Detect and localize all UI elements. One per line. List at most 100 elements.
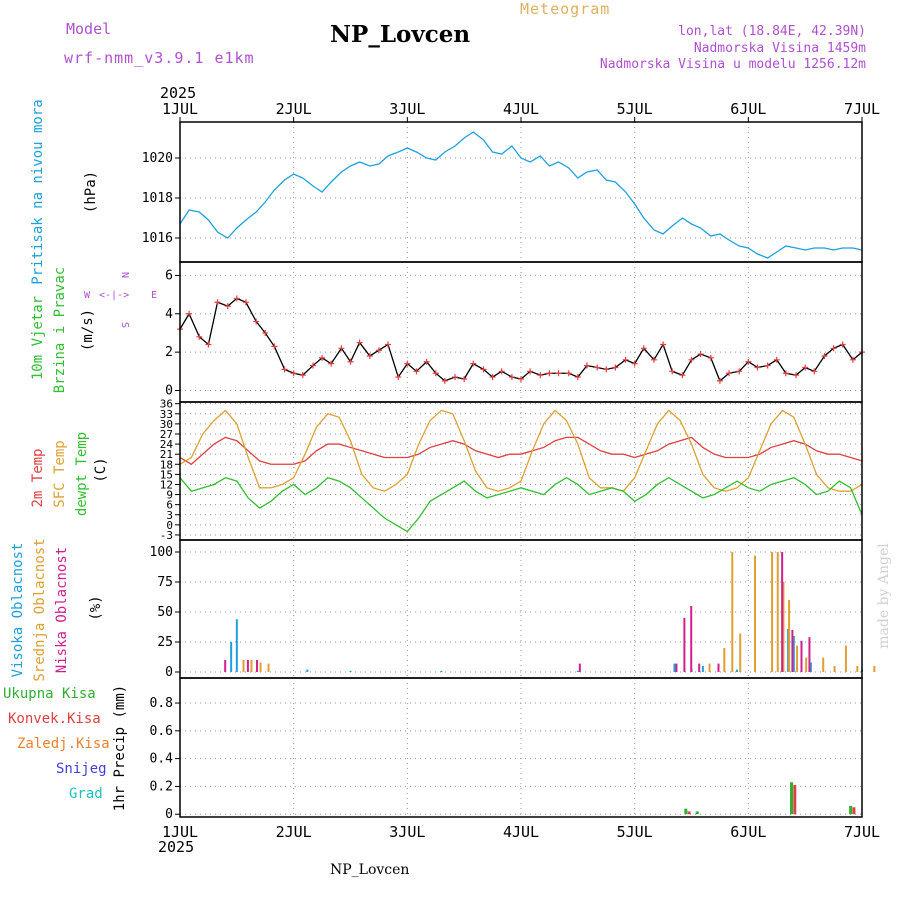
model-name: wrf-nmm_v3.9.1 e1km (64, 49, 255, 67)
y-tick-label: 12 (160, 478, 173, 491)
bar-srednja-oblacnost (739, 633, 742, 672)
bar-niska-oblacnost (224, 660, 227, 672)
wind-speed-point (214, 299, 221, 306)
bar-ukupna-kisa (684, 808, 688, 815)
y-tick-label: 50 (157, 605, 173, 620)
bar-visoka-oblacnost (306, 669, 309, 672)
wind-speed-point (839, 341, 846, 348)
y-tick-label: 0.6 (150, 724, 173, 739)
bar-srednja-oblacnost (788, 600, 791, 672)
wind-speed-point (356, 339, 363, 346)
x-tick-label-top: 6JUL (730, 100, 766, 118)
wind-speed-point (640, 345, 647, 352)
unit-cloud: (%) (88, 595, 104, 620)
wind-speed-point (802, 364, 809, 371)
y-tick-label: 24 (160, 438, 174, 451)
compass-arrows: <-|-> (99, 290, 129, 301)
y-tick-label: 30 (160, 418, 173, 431)
bar-srednja-oblacnost (250, 660, 253, 672)
bar-visoka-oblacnost (792, 636, 795, 672)
y-tick-label: 3 (166, 509, 173, 522)
bar-srednja-oblacnost (776, 552, 779, 672)
ylabel-dewpt-temp: dewpt Temp (74, 432, 90, 516)
wind-speed-point (366, 352, 373, 359)
wind-speed-point (196, 333, 203, 340)
ylabel-pressure: Pritisak na nivou mora (30, 99, 46, 284)
bar-srednja-oblacnost (771, 552, 774, 672)
wind-speed-point (679, 372, 686, 379)
bar-srednja-oblacnost (723, 648, 726, 672)
wind-speed-point (793, 372, 800, 379)
wind-speed-point (271, 343, 278, 350)
wind-speed-point (480, 366, 487, 373)
model-label: Model (66, 20, 112, 38)
bar-visoka-oblacnost (701, 666, 704, 672)
ylabel-2m-temp: 2m Temp (30, 448, 46, 507)
bar-visoka-oblacnost (673, 663, 676, 672)
compass-north: N (119, 272, 130, 278)
bar-visoka-oblacnost (235, 619, 238, 672)
unit-temp: (C) (93, 457, 109, 482)
footer-station: NP_Lovcen (330, 862, 410, 878)
wind-speed-point (650, 356, 657, 363)
wind-speed-point (338, 345, 345, 352)
bar-ukupna-kisa (790, 782, 794, 815)
series-line-pritisak-na-nivou-mora (179, 131, 863, 259)
bar-konvek-kisa (852, 807, 856, 815)
x-tick-label-top: 1JUL (162, 100, 198, 118)
wind-speed-point (603, 366, 610, 373)
y-tick-label: 0 (165, 807, 173, 822)
wind-speed-point (594, 364, 601, 371)
wind-speed-point (309, 362, 316, 369)
series-line-brzina (179, 297, 863, 382)
y-tick-label: 25 (157, 635, 173, 650)
x-tick-label-top: 5JUL (617, 100, 653, 118)
y-tick-label: 1020 (142, 151, 173, 166)
wind-speed-point (470, 360, 477, 367)
bar-ukupna-kisa (695, 811, 699, 815)
wind-speed-point (404, 360, 411, 367)
wind-speed-point (489, 374, 496, 381)
bar-niska-oblacnost (698, 663, 701, 672)
panel-frame-precip (179, 677, 863, 818)
y-tick-label: 9 (166, 489, 173, 502)
bar-niska-oblacnost (246, 660, 249, 672)
x-tick-label-top: 4JUL (503, 100, 539, 118)
bar-srednja-oblacnost (796, 645, 799, 672)
wind-speed-point (413, 368, 420, 375)
bar-srednja-oblacnost (822, 657, 825, 672)
wind-speed-point (328, 360, 335, 367)
wind-speed-point (186, 310, 193, 317)
bar-visoka-oblacnost (349, 670, 352, 672)
ylabel-sfc-temp: SFC Temp (52, 440, 68, 507)
x-tick-label-top: 2JUL (276, 100, 312, 118)
wind-speed-point (518, 375, 524, 382)
wind-speed-point (461, 375, 468, 382)
wind-speed-point (385, 341, 392, 348)
y-tick-label: 0 (165, 665, 173, 680)
ylabel-high-cloud: Visoka Oblacnost (10, 543, 26, 678)
wind-speed-point (622, 356, 629, 363)
wind-speed-point (423, 358, 430, 365)
y-tick-label: 6 (165, 268, 173, 283)
bar-konvek-kisa (687, 811, 691, 815)
x-tick-label-bottom: 5JUL (617, 823, 653, 841)
y-tick-label: 18 (160, 458, 173, 471)
wind-speed-point (527, 368, 534, 375)
wind-speed-point (319, 354, 326, 361)
y-tick-label: 0.8 (150, 696, 173, 711)
bar-visoka-oblacnost (230, 642, 233, 672)
legend-frozen-rain: Zaledj.Kisa (17, 736, 110, 752)
x-tick-label-top: 7JUL (844, 100, 880, 118)
bar-srednja-oblacnost (833, 666, 836, 672)
ylabel-low-cloud: Niska Oblacnost (54, 547, 70, 673)
wind-speed-point (821, 352, 828, 359)
y-tick-label: 100 (150, 545, 173, 560)
y-tick-label: 36 (160, 398, 173, 411)
wind-speed-point (811, 368, 818, 375)
wind-speed-point (726, 370, 733, 377)
year-top-label: 2025 (160, 84, 197, 102)
legend-snow: Snijeg (56, 761, 107, 777)
wind-speed-point (224, 303, 231, 310)
